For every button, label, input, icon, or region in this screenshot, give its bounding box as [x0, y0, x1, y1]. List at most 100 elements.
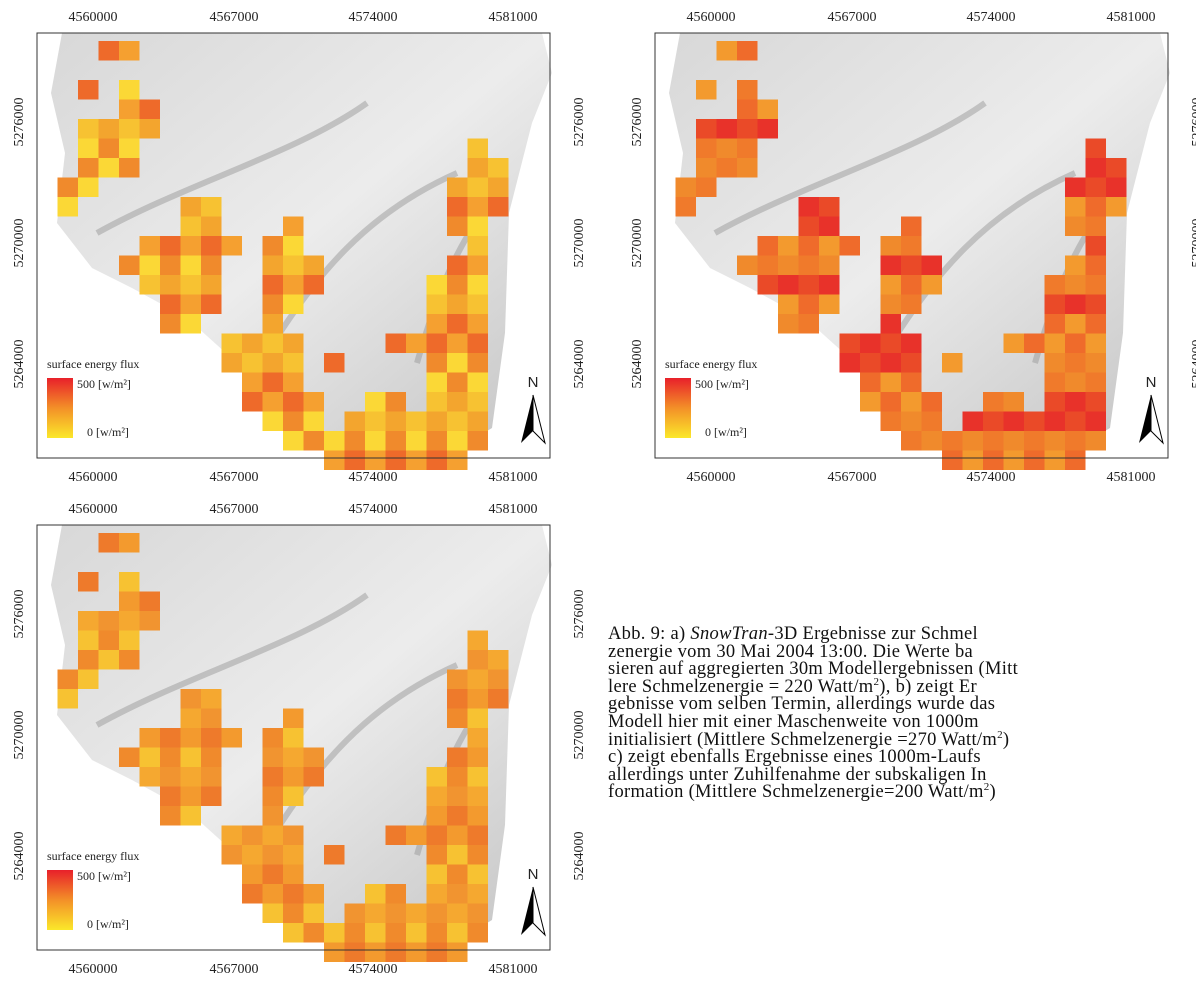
- flux-cell: [757, 255, 778, 275]
- flux-cell: [467, 767, 488, 787]
- flux-cell: [798, 236, 819, 256]
- flux-cell: [406, 825, 427, 845]
- x-tick-label: 4560000: [687, 470, 736, 485]
- flux-cell: [262, 372, 283, 392]
- flux-cell: [1085, 255, 1106, 275]
- flux-cell: [1065, 372, 1086, 392]
- flux-cell: [180, 236, 201, 256]
- flux-cell: [921, 255, 942, 275]
- flux-cell: [1085, 138, 1106, 158]
- flux-cell: [201, 216, 222, 236]
- flux-cell: [1065, 411, 1086, 431]
- flux-cell: [737, 99, 758, 119]
- x-tick-label: 4574000: [967, 470, 1016, 485]
- flux-cell: [1065, 216, 1086, 236]
- flux-cell: [139, 728, 160, 748]
- flux-cell: [324, 845, 345, 865]
- x-tick-label: 4560000: [69, 470, 118, 485]
- flux-cell: [819, 275, 840, 295]
- flux-cell: [447, 411, 468, 431]
- flux-cell: [467, 236, 488, 256]
- flux-cell: [385, 411, 406, 431]
- flux-cell: [242, 825, 263, 845]
- flux-cell: [139, 119, 160, 139]
- caption-line: c) zeigt ebenfalls Ergebnisse eines 1000…: [608, 748, 1196, 767]
- flux-cell: [283, 825, 304, 845]
- x-tick-label: 4567000: [210, 502, 259, 517]
- flux-cell: [283, 255, 304, 275]
- legend-min: 0 [w/m²]: [87, 917, 129, 931]
- flux-cell: [303, 411, 324, 431]
- flux-cell: [467, 689, 488, 709]
- flux-cell: [880, 255, 901, 275]
- flux-cell: [716, 41, 737, 61]
- flux-cell: [201, 275, 222, 295]
- flux-cell: [160, 255, 181, 275]
- flux-cell: [447, 747, 468, 767]
- flux-cell: [921, 411, 942, 431]
- flux-cell: [447, 689, 468, 709]
- caption-text: lere Schmelzenergie = 220 Watt/m: [608, 676, 874, 697]
- flux-cell: [1085, 236, 1106, 256]
- flux-cell: [283, 786, 304, 806]
- flux-cell: [901, 392, 922, 412]
- caption-line: Modell hier mit einer Maschenweite von 1…: [608, 713, 1196, 732]
- flux-cell: [1106, 177, 1127, 197]
- flux-cell: [1085, 392, 1106, 412]
- y-tick-label: 5264000: [12, 340, 27, 389]
- y-tick-label: 5264000: [1190, 340, 1196, 389]
- flux-cell: [901, 216, 922, 236]
- flux-cell: [180, 197, 201, 217]
- flux-cell: [283, 728, 304, 748]
- caption-line: allerdings unter Zuhilfenahme der subska…: [608, 766, 1196, 785]
- flux-cell: [757, 236, 778, 256]
- flux-cell: [180, 747, 201, 767]
- caption-line: lere Schmelzenergie = 220 Watt/m2), b) z…: [608, 676, 1196, 697]
- flux-cell: [1085, 294, 1106, 314]
- flux-cell: [98, 611, 119, 631]
- flux-cell: [447, 294, 468, 314]
- flux-cell: [901, 294, 922, 314]
- flux-cell: [262, 825, 283, 845]
- x-tick-label: 4581000: [489, 10, 538, 25]
- flux-cell: [344, 450, 365, 470]
- flux-cell: [1044, 411, 1065, 431]
- flux-cell: [447, 845, 468, 865]
- flux-cell: [303, 275, 324, 295]
- legend-max: 500 [w/m²]: [77, 869, 131, 883]
- caption-text: ): [989, 782, 997, 802]
- flux-cell: [262, 903, 283, 923]
- flux-cell: [283, 372, 304, 392]
- flux-cell: [365, 903, 386, 923]
- flux-cell: [98, 630, 119, 650]
- flux-cell: [1044, 431, 1065, 451]
- flux-cell: [467, 255, 488, 275]
- flux-cell: [901, 431, 922, 451]
- flux-cell: [962, 411, 983, 431]
- flux-cell: [57, 197, 78, 217]
- flux-cell: [447, 669, 468, 689]
- flux-cell: [983, 392, 1004, 412]
- flux-cell: [447, 708, 468, 728]
- flux-cell: [983, 431, 1004, 451]
- y-tick-label: 5264000: [572, 832, 587, 881]
- flux-cell: [303, 431, 324, 451]
- flux-cell: [406, 903, 427, 923]
- flux-cell: [385, 392, 406, 412]
- flux-cell: [860, 353, 881, 373]
- flux-cell: [1044, 450, 1065, 470]
- flux-cell: [447, 450, 468, 470]
- flux-cell: [675, 177, 696, 197]
- flux-cell: [283, 747, 304, 767]
- flux-cell: [447, 372, 468, 392]
- flux-cell: [426, 392, 447, 412]
- flux-cell: [447, 825, 468, 845]
- flux-cell: [1003, 411, 1024, 431]
- flux-cell: [426, 372, 447, 392]
- flux-cell: [180, 689, 201, 709]
- flux-cell: [426, 294, 447, 314]
- flux-cell: [98, 533, 119, 553]
- flux-cell: [798, 197, 819, 217]
- caption-text: formation (Mittlere Schmelzenergie=200 W…: [608, 782, 984, 802]
